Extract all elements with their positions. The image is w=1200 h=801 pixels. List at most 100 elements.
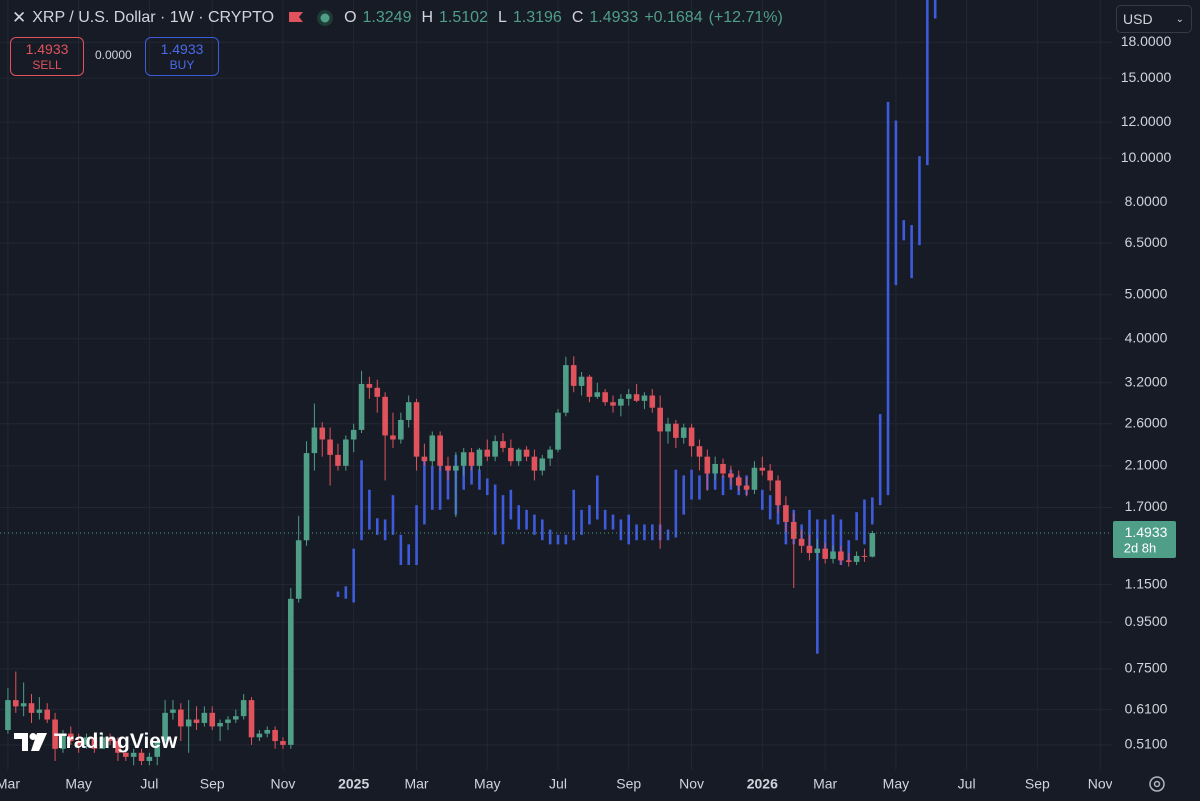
overlay-bar xyxy=(768,495,772,520)
x-tick-label: Jul xyxy=(140,776,158,792)
candle-body xyxy=(413,402,420,457)
y-tick-label: 0.6100 xyxy=(1125,700,1168,716)
candle-body xyxy=(460,452,467,466)
last-price-label: 1.4933 xyxy=(1125,524,1168,540)
overlay-bar xyxy=(933,0,937,19)
candle-body xyxy=(790,521,797,539)
overlay-bar xyxy=(855,512,858,541)
flag-icon[interactable] xyxy=(288,11,304,25)
candle-body xyxy=(185,719,192,727)
candle-body xyxy=(83,737,90,745)
overlay-bar xyxy=(871,497,874,525)
candle-body xyxy=(138,752,145,761)
brand-name: TradingView xyxy=(54,730,178,753)
overlay-bar xyxy=(344,586,348,599)
candle-body xyxy=(36,709,43,713)
y-tick-label: 0.5100 xyxy=(1125,736,1168,752)
candle-body xyxy=(728,473,734,478)
overlay-bar xyxy=(446,465,450,500)
overlay-bar xyxy=(894,120,898,286)
overlay-bar xyxy=(698,475,701,500)
sell-price: 1.4933 xyxy=(25,40,69,57)
candle-body xyxy=(193,719,200,723)
plot-area xyxy=(0,0,1112,766)
candle-body xyxy=(248,700,255,738)
buy-button[interactable]: 1.4933 BUY xyxy=(145,37,219,76)
candle-body xyxy=(680,427,687,438)
overlay-bar xyxy=(839,519,843,565)
x-tick-label: Nov xyxy=(679,776,704,792)
candle-body xyxy=(272,729,278,742)
candle-body xyxy=(649,395,656,408)
overlay-bar xyxy=(808,509,811,551)
x-tick-label: Jul xyxy=(958,776,976,792)
overlay-bar xyxy=(761,489,764,510)
candle-body xyxy=(311,427,318,454)
candle-body xyxy=(398,419,404,440)
y-tick-label: 8.0000 xyxy=(1125,193,1168,209)
candle-body xyxy=(75,741,82,745)
close-icon[interactable]: ✕ xyxy=(12,8,27,27)
candle-body xyxy=(303,453,310,541)
candle-body xyxy=(704,456,711,474)
overlay-bar xyxy=(611,514,615,530)
overlay-bar xyxy=(360,460,363,541)
overlay-bar xyxy=(588,505,591,525)
candle-body xyxy=(123,752,129,757)
overlay-bar xyxy=(831,514,835,555)
sell-label: SELL xyxy=(32,57,62,72)
settings-icon[interactable] xyxy=(1149,776,1165,792)
candle-body xyxy=(295,540,302,599)
overlay-bar xyxy=(635,524,638,541)
candle-body xyxy=(5,700,11,730)
overlay-bar xyxy=(674,469,678,538)
candle-body xyxy=(633,394,640,401)
candle-body xyxy=(225,719,231,723)
candle-body xyxy=(641,395,648,401)
overlay-bar xyxy=(540,519,544,541)
overlay-bar xyxy=(352,548,355,603)
candle-body xyxy=(358,384,365,430)
candle-body xyxy=(382,396,388,436)
candle-body xyxy=(429,435,436,462)
candle-body xyxy=(492,441,498,457)
overlay-bar xyxy=(682,475,686,515)
sell-button[interactable]: 1.4933 SELL xyxy=(10,37,84,76)
overlay-bar xyxy=(847,540,851,561)
candle-body xyxy=(476,449,483,466)
overlay-bar xyxy=(572,489,576,541)
candle-body xyxy=(468,452,475,466)
x-tick-label: May xyxy=(883,776,909,792)
overlay-bar xyxy=(580,509,583,535)
candle-body xyxy=(869,533,876,557)
candle-body xyxy=(170,709,176,713)
overlay-bar xyxy=(556,534,560,545)
overlay-bar xyxy=(886,101,890,496)
countdown: 2d 8h xyxy=(1124,540,1157,555)
candle-body xyxy=(319,427,326,440)
currency: USD xyxy=(1123,11,1153,27)
candle-body xyxy=(91,737,98,749)
candle-body xyxy=(547,449,553,459)
candle-body xyxy=(484,449,491,457)
candle-body xyxy=(209,712,216,727)
candle-body xyxy=(531,456,538,471)
candle-body xyxy=(280,741,286,745)
grid xyxy=(0,0,1112,770)
currency-dropdown[interactable]: USD ⌄ xyxy=(1116,5,1192,33)
symbol-title[interactable]: XRP / U.S. Dollar · 1W · CRYPTO xyxy=(32,9,275,26)
candle-body xyxy=(578,376,585,386)
y-tick-label: 3.2000 xyxy=(1125,373,1168,389)
candle-body xyxy=(570,365,577,386)
candle-body xyxy=(822,548,828,559)
overlay-bar xyxy=(690,469,693,500)
candle-body xyxy=(845,560,852,562)
overlay-bar xyxy=(493,484,497,535)
low-label: L xyxy=(497,9,507,26)
candle-body xyxy=(453,465,459,471)
overlay-bar xyxy=(918,156,921,246)
overlay-bar xyxy=(423,460,426,525)
